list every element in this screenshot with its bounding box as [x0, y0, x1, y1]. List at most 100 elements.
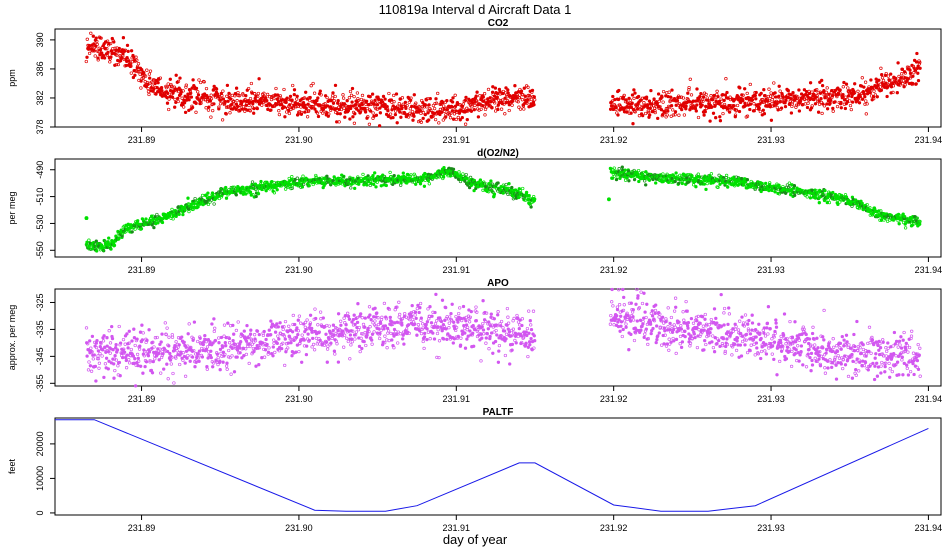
data-point [342, 345, 346, 349]
data-point [266, 350, 271, 354]
data-point [614, 107, 618, 112]
data-point [709, 94, 713, 98]
data-point [341, 96, 346, 100]
data-point [238, 351, 242, 355]
data-point [335, 342, 339, 346]
data-point [215, 352, 220, 356]
data-point [255, 189, 259, 193]
data-point [292, 88, 297, 92]
data-point [913, 69, 918, 73]
data-point [532, 95, 536, 99]
data-point [367, 122, 372, 126]
data-point [673, 113, 677, 117]
data-point [305, 115, 310, 119]
data-point [501, 326, 505, 330]
data-point [414, 101, 418, 105]
data-point [353, 322, 357, 327]
data-point [183, 94, 187, 98]
data-point [200, 355, 205, 359]
data-point [382, 327, 386, 331]
data-point [234, 107, 238, 112]
data-point [451, 96, 455, 100]
data-point [207, 105, 211, 109]
data-point [184, 85, 188, 89]
data-point [123, 48, 128, 52]
data-point [197, 359, 201, 364]
data-point [829, 98, 833, 103]
data-point [327, 112, 331, 116]
data-point [454, 117, 458, 122]
data-point [189, 202, 194, 206]
data-point [529, 205, 533, 209]
data-point [123, 342, 127, 346]
data-point [271, 345, 275, 349]
data-point [173, 344, 177, 348]
data-point [249, 328, 253, 332]
data-point [150, 80, 154, 84]
data-point [421, 339, 425, 344]
data-point [496, 360, 501, 364]
data-point [434, 101, 439, 105]
data-point [331, 91, 335, 95]
data-point [872, 97, 876, 101]
data-point [745, 178, 750, 182]
data-point [301, 174, 305, 178]
data-point [157, 358, 161, 362]
data-point [139, 86, 143, 90]
data-point [160, 332, 164, 336]
data-point [754, 97, 758, 101]
data-point [484, 336, 488, 340]
data-point [689, 93, 694, 97]
data-point [374, 185, 378, 189]
data-point [860, 76, 864, 80]
y-tick-label: 382 [35, 90, 45, 105]
data-point [474, 319, 478, 323]
data-point [183, 374, 188, 378]
data-point [897, 222, 901, 226]
data-point [879, 88, 884, 92]
data-point [124, 366, 129, 370]
data-point [148, 69, 153, 73]
data-point [351, 176, 355, 181]
data-point [295, 326, 299, 330]
data-point [361, 322, 366, 327]
data-point [196, 339, 200, 344]
data-point [95, 39, 99, 44]
data-point [238, 109, 242, 113]
data-point [223, 99, 227, 104]
data-point [369, 318, 373, 322]
data-point [439, 319, 444, 324]
data-point [753, 93, 757, 98]
data-point [196, 352, 200, 356]
data-point [217, 336, 221, 340]
data-point [736, 95, 740, 99]
data-point [264, 189, 268, 193]
data-point [379, 184, 383, 188]
data-point [299, 321, 303, 325]
data-point [252, 106, 256, 111]
data-point [916, 64, 920, 68]
data-point [849, 107, 853, 112]
data-point [447, 321, 451, 325]
data-point [127, 361, 132, 365]
data-point [632, 88, 636, 92]
data-point [721, 111, 725, 116]
data-point [704, 187, 708, 192]
data-point [479, 359, 483, 363]
data-point [427, 182, 431, 186]
data-point [763, 94, 767, 98]
data-point [398, 110, 402, 114]
data-point [275, 188, 279, 192]
data-point [332, 349, 337, 353]
data-point [810, 104, 814, 108]
data-point [339, 323, 343, 327]
data-point [896, 61, 900, 65]
data-point [416, 323, 421, 327]
data-point [102, 334, 106, 338]
data-point [291, 106, 296, 110]
data-point [271, 354, 275, 358]
data-point [831, 106, 835, 111]
data-point [227, 341, 232, 345]
data-point [735, 103, 740, 108]
data-point [741, 93, 745, 97]
